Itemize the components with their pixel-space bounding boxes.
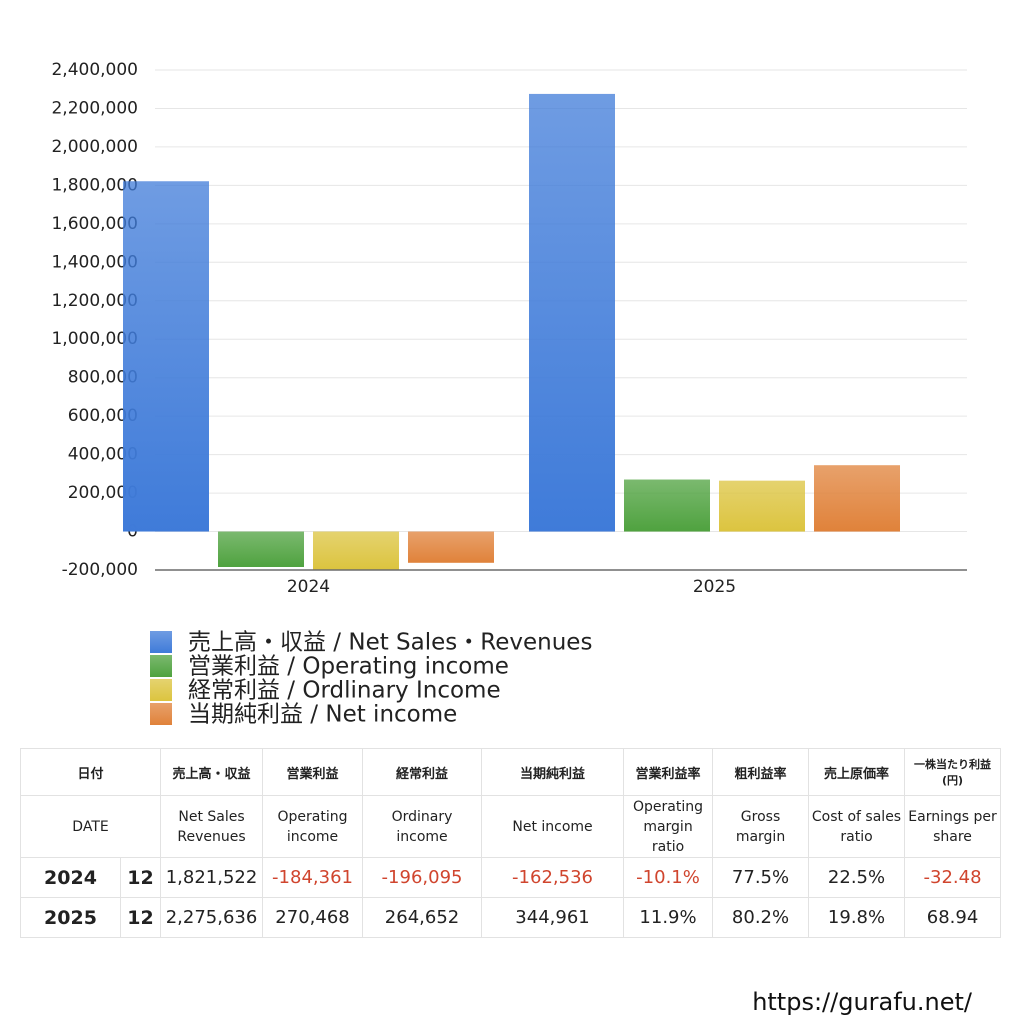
bar [408,531,494,563]
legend-swatch [150,703,172,725]
bar [814,465,900,532]
header-cell: 売上原価率 [808,748,906,796]
header-cell: 粗利益率 [712,748,810,796]
data-cell: 2024 [20,857,121,898]
bar [218,531,304,567]
y-tick-label: 400,000 [68,445,138,465]
y-tick-label: 1,400,000 [51,252,138,272]
data-cell: 2,275,636 [160,897,264,938]
data-cell: 68.94 [904,897,1002,938]
legend-swatch [150,631,172,653]
data-cell: 80.2% [712,897,810,938]
data-cell: -162,536 [481,857,625,898]
legend-label: 売上高・収益 / Net Sales・Revenues [188,630,592,656]
bar [529,93,615,532]
data-cell: 19.8% [808,897,906,938]
y-tick-label: 600,000 [68,406,138,426]
header-row: 日付 売上高・収益 営業利益 経常利益 当期純利益 営業利益率 粗利益率 売上原価率 一株当たり… [19,748,1002,796]
data-row: 2025 12 2,275,636 270,468 264,652 344,961 11.9… [20,897,1002,938]
data-cell: -32.48 [904,857,1002,898]
y-tick-label: 2,400,000 [51,60,138,80]
header-cell: 営業利益 [262,748,364,796]
y-tick-label: 1,000,000 [51,329,138,349]
y-tick-label: 1,600,000 [51,214,138,234]
y-tick-label: 2,200,000 [51,98,138,118]
header-cell: Operating income [262,795,364,858]
header-row: DATE Net Sales Revenues Operating income Or… [19,795,1002,858]
legend-label: 営業利益 / Operating income [188,654,509,680]
chart: -200,0000200,000400,000600,000800,0001,0… [51,60,967,728]
y-tick-label: 1,200,000 [51,291,138,311]
data-table: 日付 売上高・収益 営業利益 経常利益 当期純利益 営業利益率 粗利益率 売上原価率 一株当たり… [19,748,1002,938]
header-cell: Earnings per share [904,795,1002,858]
data-cell: 2025 [20,897,121,938]
bar [313,531,399,570]
header-cell: 経常利益 [362,748,483,796]
data-cell: 344,961 [481,897,625,938]
data-cell: 270,468 [262,897,364,938]
header-cell: 営業利益率 [623,748,714,796]
legend-label: 当期純利益 / Net income [188,702,457,728]
data-cell: 264,652 [362,897,483,938]
header-cell: Operating margin ratio [623,795,714,858]
data-cell: 12 [119,897,162,938]
header-cell: Net income [481,795,625,858]
y-tick-label: 2,000,000 [51,137,138,157]
x-tick-label: 2024 [287,577,330,597]
data-cell: -184,361 [262,857,364,898]
bar [719,480,805,532]
y-tick-label: 800,000 [68,368,138,388]
x-tick-label: 2025 [693,577,736,597]
bar [123,181,209,532]
footer-link: https://gurafu.net/ [752,988,972,1016]
data-cell: 1,821,522 [160,857,264,898]
data-cell: -196,095 [362,857,483,898]
header-cell: 日付 [19,748,162,796]
data-row: 2024 12 1,821,522 -184,361 -196,095 -162,536-… [20,857,1002,898]
header-cell: Cost of sales ratio [808,795,906,858]
header-cell: 一株当たり利益(円) [904,748,1002,796]
header-cell: 当期純利益 [481,748,625,796]
legend-label: 経常利益 / Ordlinary Income [188,678,501,704]
header-cell: 売上高・収益 [160,748,264,796]
data-cell: -10.1% [623,857,714,898]
legend-swatch [150,679,172,701]
header-cell: Ordinary income [362,795,483,858]
bar [624,479,710,532]
header-cell: Net Sales Revenues [160,795,264,858]
data-cell: 22.5% [808,857,906,898]
header-cell: Gross margin [712,795,810,858]
data-cell: 77.5% [712,857,810,898]
y-tick-label: -200,000 [62,560,138,580]
y-tick-label: 200,000 [68,483,138,503]
legend-swatch [150,655,172,677]
data-cell: 11.9% [623,897,714,938]
data-cell: 12 [119,857,162,898]
header-cell: DATE [19,795,162,858]
y-tick-label: 1,800,000 [51,175,138,195]
